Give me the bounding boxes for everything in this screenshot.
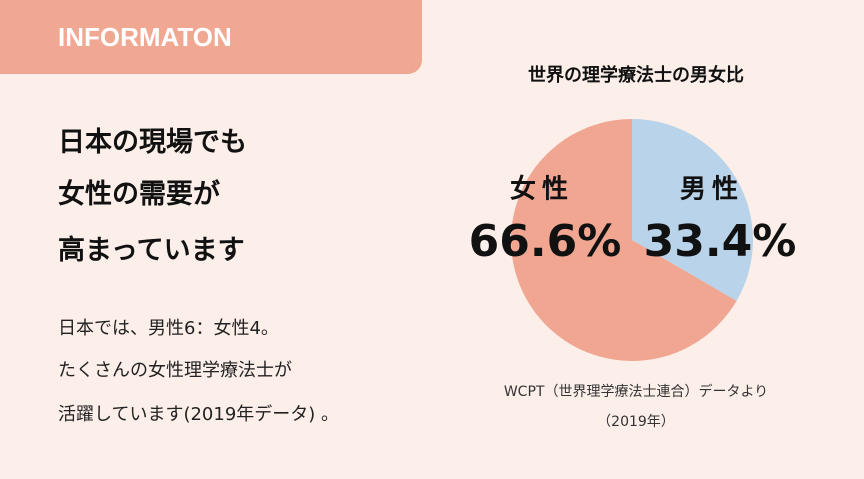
headline: 女性の需要が: [58, 179, 220, 210]
headline: 日本の現場でも: [58, 127, 247, 158]
pie-slice: [632, 119, 753, 301]
chart-title: 世界の理学療法士の男女比: [528, 64, 744, 86]
headline: 高まっています: [58, 235, 245, 266]
body-text: たくさんの女性理学療法士が: [58, 360, 292, 381]
source: WCPT（世界理学療法士連合）データより: [504, 383, 768, 400]
pie: [510, 119, 753, 361]
value-label: 33.4%: [644, 216, 797, 267]
value-label: 66.6%: [469, 216, 622, 267]
tag: INFORMATON: [0, 0, 422, 74]
slice-label: 男性: [680, 175, 744, 205]
slice-label: 女性: [510, 174, 574, 205]
pie-slice: [510, 119, 737, 361]
body-text: 活躍しています(2019年データ) 。: [58, 404, 340, 425]
tag-text: INFORMATON: [58, 22, 232, 52]
source: （2019年）: [597, 414, 675, 430]
body-text: 日本では、男性6：女性4。: [58, 318, 279, 339]
